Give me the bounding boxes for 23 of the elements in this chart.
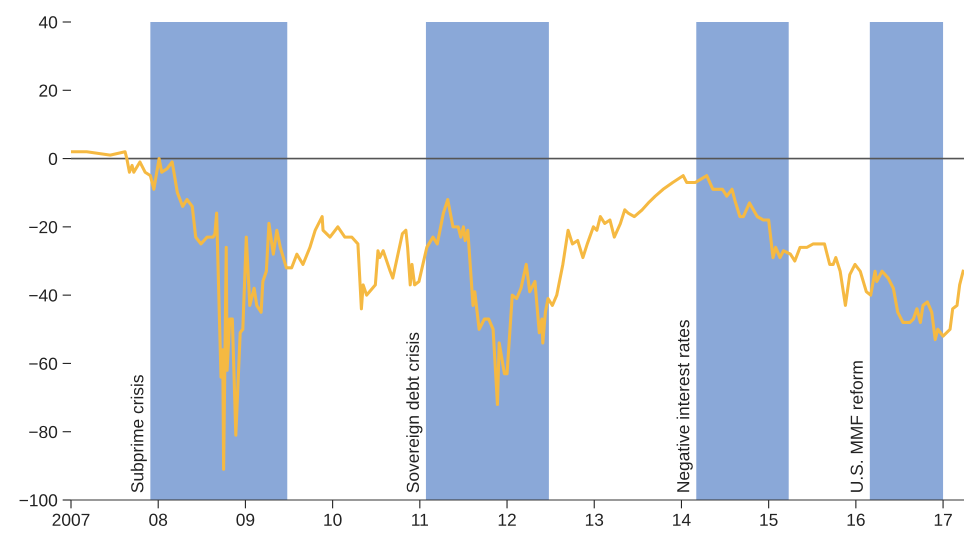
- x-tick-label: 17: [934, 514, 952, 526]
- x-tick-label: 09: [236, 514, 254, 526]
- band-label: Negative interest rates: [676, 320, 693, 492]
- x-tick-label: 08: [149, 514, 168, 526]
- y-tick-label: −60: [29, 358, 58, 370]
- y-tick-label: −80: [29, 426, 58, 438]
- band-label: Subprime crisis: [130, 375, 147, 492]
- y-tick-label: −20: [29, 221, 58, 234]
- x-tick-label: 15: [760, 514, 778, 526]
- band-label: U.S. MMF reform: [850, 361, 863, 492]
- y-tick-label: 0: [48, 152, 58, 166]
- band-label: Sovereign debt crisis: [406, 332, 422, 492]
- x-tick-label: 2007: [52, 514, 90, 526]
- x-tick-label: 10: [324, 514, 342, 526]
- x-tick-label: 14: [673, 514, 691, 526]
- x-tick-label: 13: [586, 514, 604, 526]
- x-tick-label: 16: [848, 514, 865, 526]
- x-tick-label: 12: [498, 514, 516, 526]
- x-tick-label: 11: [412, 514, 428, 526]
- y-tick-label: 20: [39, 84, 58, 97]
- y-tick-label: −100: [20, 494, 58, 506]
- y-tick-label: 40: [38, 16, 58, 28]
- y-tick-label: −40: [29, 289, 58, 302]
